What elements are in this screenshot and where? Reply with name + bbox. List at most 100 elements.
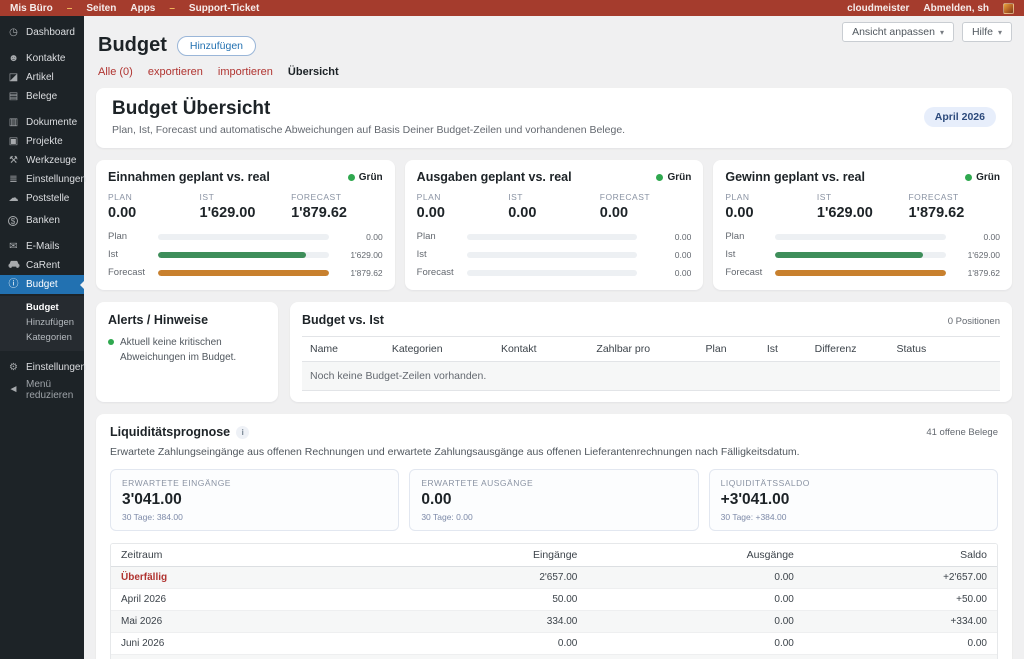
liquidity-card: Liquiditätsprognose i 41 offene Belege E… bbox=[96, 414, 1012, 659]
topbar-support-ticket-link[interactable]: Support-Ticket bbox=[188, 2, 260, 14]
status-badge: Grün bbox=[347, 172, 383, 183]
sidebar-item-dokumente[interactable]: ▥ Dokumente bbox=[0, 113, 84, 132]
sidebar-item-settings[interactable]: ⚙ Einstellungen bbox=[0, 358, 87, 377]
kpi-title: Gewinn geplant vs. real bbox=[725, 170, 865, 184]
add-budget-button[interactable]: Hinzufügen bbox=[176, 35, 257, 56]
forecast-value: 0.00 bbox=[599, 205, 629, 221]
main-content: Ansicht anpassen ▾ Hilfe ▾ Budget Hinzuf… bbox=[84, 16, 1024, 659]
submenu-item-budget[interactable]: Budget bbox=[26, 302, 59, 313]
sidebar-item-belege[interactable]: ▤ Belege bbox=[0, 87, 84, 106]
sidebar-collapse-menu[interactable]: ◄ Menü reduzieren bbox=[0, 379, 84, 401]
topbar-apps-link[interactable]: Apps bbox=[130, 2, 156, 14]
bank-dollar-icon: $ bbox=[8, 215, 18, 226]
submenu-item-hinzufuegen[interactable]: Hinzufügen bbox=[26, 317, 75, 328]
sidebar-item-label: Dashboard bbox=[26, 27, 75, 38]
plan-bar: Plan 0.00 bbox=[416, 231, 692, 242]
sidebar-item-kontakte[interactable]: ☻ Kontakte bbox=[0, 49, 84, 68]
folder-icon: ▣ bbox=[8, 135, 19, 147]
topbar-seiten-link[interactable]: Seiten bbox=[86, 2, 117, 14]
plan-value: 0.00 bbox=[108, 205, 137, 221]
info-icon: ⓘ bbox=[8, 278, 19, 290]
collapse-arrow-icon: ◄ bbox=[8, 383, 19, 395]
forecast-value: 1'879.62 bbox=[291, 205, 347, 221]
budget-vs-ist-table: Name Kategorien Kontakt Zahlbar pro Plan… bbox=[302, 336, 1000, 391]
sidebar-item-poststelle[interactable]: ☁ Poststelle bbox=[0, 189, 84, 208]
ist-bar: Ist 1'629.00 bbox=[108, 249, 383, 260]
sliders-icon: ≣ bbox=[9, 173, 18, 185]
tab-alle[interactable]: Alle (0) bbox=[98, 66, 133, 78]
topbar-logout-link[interactable]: Abmelden, sh bbox=[923, 2, 989, 14]
sidebar-item-artikel[interactable]: ◪ Artikel bbox=[0, 68, 84, 87]
table-header-row: Zeitraum Eingänge Ausgänge Saldo bbox=[111, 544, 997, 567]
sidebar-item-dashboard[interactable]: ◷ Dashboard bbox=[0, 23, 84, 42]
chevron-down-icon: ▾ bbox=[939, 27, 944, 37]
user-avatar[interactable] bbox=[1003, 2, 1014, 14]
table-row: Juli 2026 0.00 0.00 0.00 bbox=[111, 655, 997, 659]
column-header: Status bbox=[896, 343, 927, 355]
sidebar-item-werkzeuge[interactable]: ⚒ Werkzeuge bbox=[0, 151, 84, 170]
ist-label: IST bbox=[816, 192, 832, 202]
open-documents-count: 41 offene Belege bbox=[926, 426, 998, 438]
forecast-bar: Forecast 0.00 bbox=[416, 267, 692, 278]
tab-importieren[interactable]: importieren bbox=[217, 66, 273, 78]
alerts-card: Alerts / Hinweise Aktuell keine kritisch… bbox=[96, 302, 278, 402]
ist-value: 1'629.00 bbox=[816, 205, 873, 221]
budget-overview-card: Budget Übersicht Plan, Ist, Forecast und… bbox=[96, 88, 1012, 148]
budget-vs-ist-title: Budget vs. Ist bbox=[302, 313, 384, 327]
document-icon: ▥ bbox=[8, 116, 19, 128]
sidebar-item-emails[interactable]: ✉ E-Mails bbox=[0, 237, 84, 256]
liquidity-subtitle: Erwartete Zahlungseingänge aus offenen R… bbox=[110, 446, 800, 458]
status-dot-icon bbox=[347, 173, 355, 181]
sidebar-item-label: Poststelle bbox=[26, 193, 70, 204]
mail-icon: ✉ bbox=[9, 240, 18, 252]
sidebar-item-budget[interactable]: ⓘ Budget bbox=[0, 275, 84, 294]
ist-bar: Ist 0.00 bbox=[416, 249, 692, 260]
help-button[interactable]: Hilfe ▾ bbox=[961, 22, 1012, 42]
forecast-label: FORECAST bbox=[599, 192, 651, 202]
ist-value: 0.00 bbox=[508, 205, 537, 221]
topbar-user-link[interactable]: cloudmeister bbox=[847, 2, 910, 14]
plan-label: PLAN bbox=[108, 192, 133, 202]
tag-icon: ◪ bbox=[8, 71, 19, 83]
positions-count: 0 Positionen bbox=[947, 316, 1000, 327]
sidebar-item-projekte[interactable]: ▣ Projekte bbox=[0, 132, 84, 151]
sidebar-item-label: Budget bbox=[26, 279, 58, 290]
table-row: April 2026 50.00 0.00 +50.00 bbox=[111, 589, 997, 611]
column-header: Zeitraum bbox=[121, 549, 163, 561]
status-badge: Grün bbox=[965, 172, 1000, 183]
sidebar-item-label: Einstellungen bbox=[26, 362, 87, 373]
table-row-overdue: Überfällig 2'657.00 0.00 +2'657.00 bbox=[111, 567, 997, 589]
topbar-separator-icon: – bbox=[169, 2, 175, 14]
kpi-row: Einnahmen geplant vs. real Grün PLAN 0.00… bbox=[96, 160, 1013, 290]
stat-expected-inflows: ERWARTETE EINGÄNGE 3'041.00 30 Tage: 384… bbox=[110, 469, 400, 531]
budget-vs-ist-card: Budget vs. Ist 0 Positionen Name Kategor… bbox=[290, 302, 1012, 402]
sidebar-item-banken[interactable]: $ Banken bbox=[0, 211, 84, 230]
sidebar-item-label: Banken bbox=[26, 215, 60, 226]
tab-bar: Alle (0) exportieren importieren Übersic… bbox=[98, 66, 1012, 78]
sidebar-item-einstellungen[interactable]: ≣ Einstellungen bbox=[0, 170, 86, 189]
sidebar-item-label: Projekte bbox=[26, 136, 63, 147]
sidebar-item-carent[interactable]: CaRent bbox=[0, 256, 84, 275]
view-settings-button[interactable]: Ansicht anpassen ▾ bbox=[842, 22, 954, 42]
brand-link[interactable]: Mis Büro bbox=[10, 2, 53, 14]
table-row: Mai 2026 334.00 0.00 +334.00 bbox=[111, 611, 997, 633]
sidebar-item-label: E-Mails bbox=[26, 241, 60, 252]
sidebar-item-label: CaRent bbox=[26, 260, 60, 271]
submenu-item-kategorien[interactable]: Kategorien bbox=[26, 332, 72, 343]
sidebar-item-label: Belege bbox=[26, 91, 58, 102]
ist-label: IST bbox=[199, 192, 215, 202]
overview-subtitle: Plan, Ist, Forecast und automatische Abw… bbox=[112, 124, 626, 136]
kpi-card-einnahmen: Einnahmen geplant vs. real Grün PLAN 0.00… bbox=[96, 160, 395, 290]
plan-label: PLAN bbox=[416, 192, 441, 202]
tab-uebersicht[interactable]: Übersicht bbox=[287, 66, 339, 78]
column-header: Kontakt bbox=[500, 343, 537, 355]
tab-exportieren[interactable]: exportieren bbox=[147, 66, 203, 78]
kpi-card-ausgaben: Ausgaben geplant vs. real Grün PLAN 0.00 … bbox=[404, 160, 704, 290]
info-icon[interactable]: i bbox=[236, 425, 250, 439]
column-header: Ist bbox=[766, 343, 778, 355]
car-icon bbox=[7, 260, 20, 272]
ist-value: 1'629.00 bbox=[199, 205, 256, 221]
status-badge: Grün bbox=[656, 172, 691, 183]
forecast-bar: Forecast 1'879.62 bbox=[725, 267, 1001, 278]
